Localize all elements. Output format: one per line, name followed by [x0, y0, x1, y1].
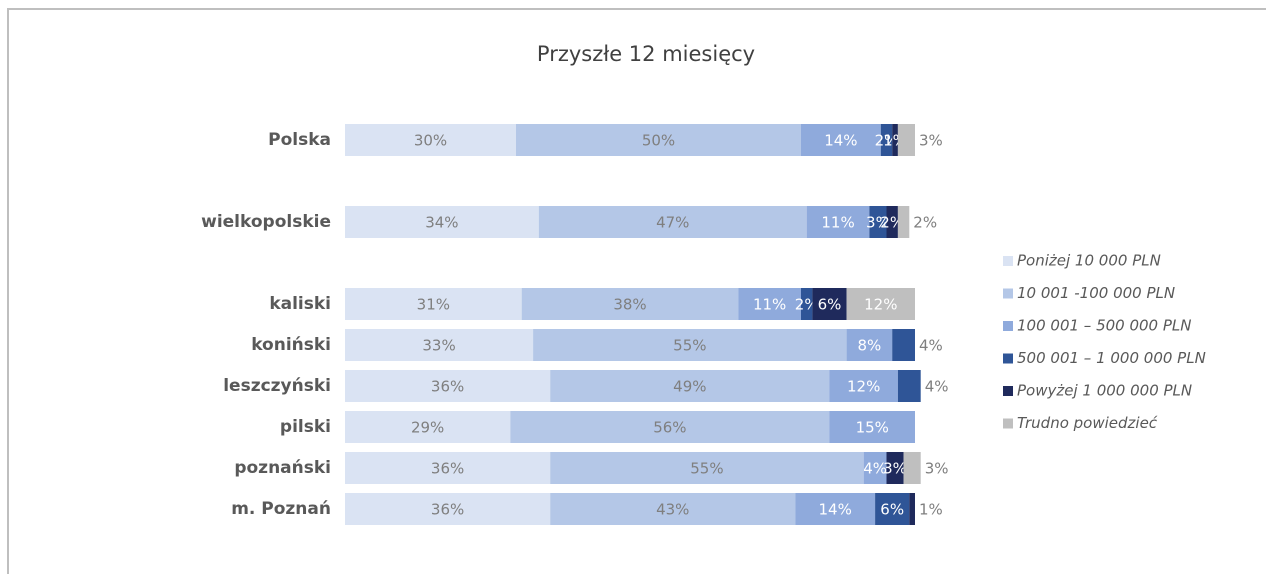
- value-label: 3%: [883, 460, 907, 478]
- bar-segment: [892, 124, 898, 156]
- bar-segment: [345, 124, 516, 156]
- bar-segment: [829, 370, 898, 402]
- bar-segment: [846, 288, 915, 320]
- bar-segment: [897, 370, 921, 402]
- bar-segment: [550, 452, 864, 484]
- value-label: 55%: [690, 460, 723, 478]
- chart-title: Przyszłe 12 miesięcy: [537, 42, 755, 66]
- value-label: 11%: [821, 214, 854, 232]
- bar-segment: [806, 206, 870, 238]
- value-label: 4%: [919, 337, 943, 355]
- value-label: 33%: [422, 337, 455, 355]
- value-label: 55%: [673, 337, 706, 355]
- bar-segment: [521, 288, 739, 320]
- bar-segment: [550, 493, 796, 525]
- value-label: 12%: [847, 378, 880, 396]
- bar-segment: [892, 329, 915, 361]
- legend-label: Powyżej 1 000 000 PLN: [1017, 382, 1192, 400]
- bar-segment: [886, 206, 898, 238]
- bar-segment: [903, 452, 921, 484]
- category-label: kaliski: [269, 294, 331, 314]
- value-label: 36%: [431, 460, 464, 478]
- category-label: m. Poznań: [231, 499, 331, 519]
- value-label: 3%: [866, 214, 890, 232]
- bar-segment: [510, 411, 830, 443]
- value-label: 3%: [919, 132, 943, 150]
- bar-segment: [345, 206, 539, 238]
- value-label: 29%: [411, 419, 444, 437]
- bar-segment: [869, 206, 887, 238]
- bar-segment: [550, 370, 830, 402]
- value-label: 8%: [858, 337, 882, 355]
- bar-segment: [533, 329, 847, 361]
- bar-segment: [345, 493, 551, 525]
- value-label: 50%: [642, 132, 675, 150]
- legend-swatch: [1003, 386, 1013, 396]
- value-label: 2%: [913, 214, 937, 232]
- value-label: 43%: [656, 501, 689, 519]
- value-label: 1%: [919, 501, 943, 519]
- bar-segment: [538, 206, 807, 238]
- category-label: leszczyński: [223, 376, 331, 396]
- legend-swatch: [1003, 256, 1013, 266]
- bar-segment: [795, 493, 876, 525]
- legend-swatch: [1003, 288, 1013, 299]
- bar-segment: [801, 124, 881, 156]
- bar-segment: [897, 124, 915, 156]
- value-label: 4%: [925, 378, 949, 396]
- value-label: 14%: [819, 501, 852, 519]
- value-label: 56%: [653, 419, 686, 437]
- bar-segment: [880, 124, 893, 156]
- value-label: 38%: [613, 296, 646, 314]
- category-label: koniński: [251, 335, 331, 355]
- value-label: 49%: [673, 378, 706, 396]
- value-label: 4%: [863, 460, 887, 478]
- bar-segment: [875, 493, 910, 525]
- value-label: 30%: [414, 132, 447, 150]
- bar-segment: [738, 288, 801, 320]
- bar-segment: [897, 206, 910, 238]
- value-label: 3%: [925, 460, 949, 478]
- legend-label: Poniżej 10 000 PLN: [1017, 252, 1161, 270]
- value-label: 12%: [864, 296, 897, 314]
- legend-label: 500 001 – 1 000 000 PLN: [1017, 349, 1206, 367]
- value-label: 6%: [818, 296, 842, 314]
- bar-segment: [345, 452, 551, 484]
- category-label: wielkopolskie: [201, 212, 331, 232]
- bar-segment: [801, 288, 813, 320]
- legend-swatch: [1003, 418, 1013, 429]
- bar-segment: [345, 411, 511, 443]
- bar-segment: [863, 452, 887, 484]
- category-label: Polska: [268, 130, 331, 150]
- bar-segment: [829, 411, 915, 443]
- value-label: 6%: [880, 501, 904, 519]
- category-label: pilski: [280, 417, 331, 437]
- value-label: 34%: [425, 214, 458, 232]
- value-label: 36%: [431, 501, 464, 519]
- bar-segment: [909, 493, 915, 525]
- category-label: poznański: [234, 458, 331, 478]
- value-label: 47%: [656, 214, 689, 232]
- legend-label: 100 001 – 500 000 PLN: [1017, 317, 1192, 335]
- legend-label: 10 001 -100 000 PLN: [1017, 284, 1175, 302]
- frame: [7, 8, 1266, 574]
- value-label: 31%: [417, 296, 450, 314]
- legend-label: Trudno powiedzieć: [1017, 414, 1158, 432]
- value-label: 15%: [856, 419, 889, 437]
- bar-segment: [886, 452, 904, 484]
- bar-segment: [812, 288, 847, 320]
- value-label: 36%: [431, 378, 464, 396]
- bar-segment: [345, 370, 551, 402]
- bar-segment: [846, 329, 893, 361]
- value-label: 14%: [824, 132, 857, 150]
- legend-swatch: [1003, 321, 1013, 331]
- value-label: 11%: [753, 296, 786, 314]
- bar-segment: [516, 124, 801, 156]
- bar-segment: [345, 288, 522, 320]
- legend-swatch: [1003, 353, 1013, 364]
- bar-segment: [345, 329, 534, 361]
